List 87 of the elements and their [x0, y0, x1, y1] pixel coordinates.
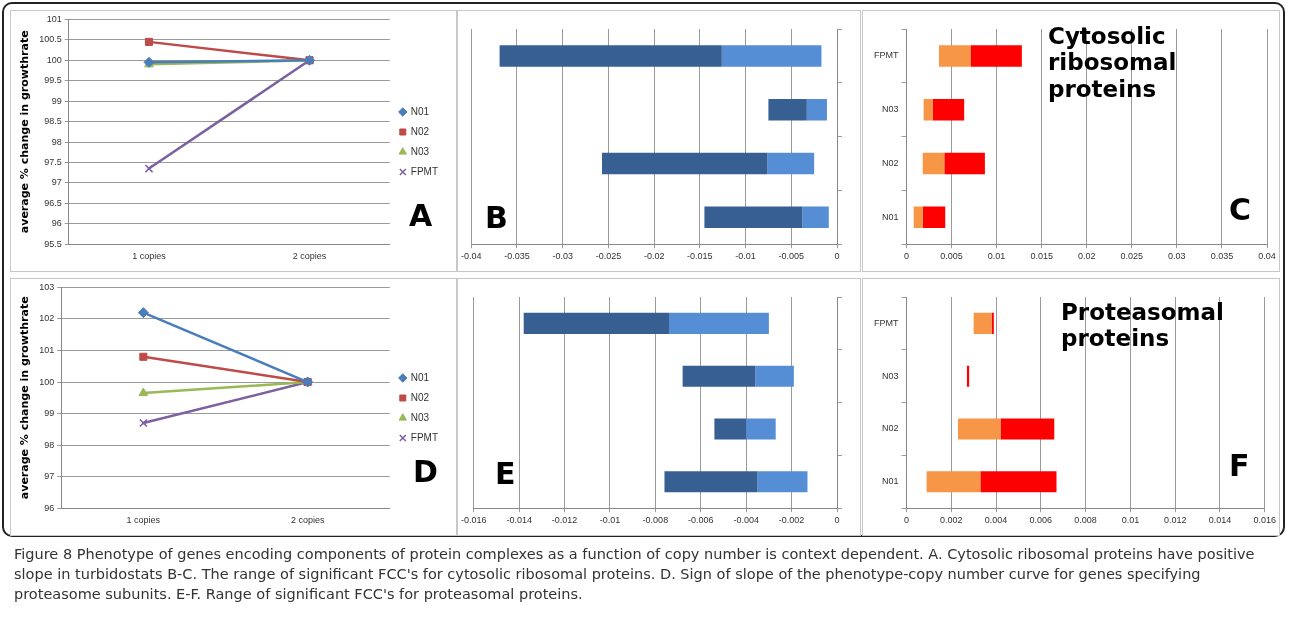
annotation: B: [485, 200, 508, 236]
x-tick-label: 0: [903, 251, 909, 262]
x-tick-label: -0.02: [643, 251, 665, 262]
y-tick-label: 103: [39, 281, 55, 292]
y-tick-label: 96: [51, 218, 62, 229]
annotation: Proteasomal proteins: [1061, 299, 1225, 352]
x-tick-label: 0.005: [940, 251, 963, 262]
x-tick-label: -0.008: [642, 515, 669, 526]
x-tick-label: 2 copies: [290, 515, 325, 526]
x-tick-label: -0.01: [599, 515, 621, 526]
x-tick-label: -0.04: [461, 251, 482, 262]
x-tick-label: 0.03: [1168, 251, 1186, 262]
x-tick-label: 1 copies: [126, 515, 161, 526]
y-tick-label: 99: [51, 95, 62, 106]
x-tick-label: 0.002: [940, 515, 963, 526]
y-tick-label: 97: [44, 471, 55, 482]
caption: Figure 8 Phenotype of genes encoding components of protein complexes as a function of copy number is context dependent. A. Cytosolic ribosomal proteins have positive slope in turbidostats B-C. The range of significant FCC's for cytosolic ribosomal proteins. D. Sign of slope of the phenotype-copy number curve for genes specifying proteasome subunits. E-F. Range of significant FCC's for proteasomal proteins.: [14, 545, 1256, 604]
text: D: [413, 454, 438, 490]
x-tick-label: 0.01: [1121, 515, 1140, 526]
x-tick-label: 0: [903, 515, 909, 526]
legend-label: N01: [410, 371, 430, 383]
x-tick-label: 0.035: [1210, 251, 1234, 262]
x-tick-label: 0.02: [1077, 251, 1096, 262]
y-tick-label: N03: [881, 370, 899, 381]
legend-label: N03: [410, 411, 430, 423]
y-tick-label: N02: [881, 423, 899, 434]
x-tick-label: -0.035: [504, 251, 530, 262]
y-tick-label: 97.5: [44, 156, 62, 167]
annotation: F: [1229, 448, 1250, 484]
y-tick-label: N02: [881, 157, 899, 168]
annotation: C: [1229, 192, 1252, 228]
y-tick-label: 95.5: [44, 238, 62, 249]
x-tick-label: -0.01: [735, 251, 756, 262]
y-tick-label: FPMT: [874, 317, 899, 328]
y-tick-label: 96: [44, 502, 55, 513]
x-tick-label: -0.012: [551, 515, 578, 526]
y-tick-label: 102: [39, 313, 55, 324]
x-tick-label: 0.012: [1163, 515, 1187, 526]
x-tick-label: 0.025: [1120, 251, 1144, 262]
y-tick-label: 98.5: [44, 116, 62, 127]
legend-label: FPMT: [410, 431, 438, 443]
x-tick-label: 0: [834, 251, 840, 262]
y-tick-label: N03: [881, 104, 899, 115]
y-axis-title: average % change in growthrate: [18, 30, 32, 234]
y-tick-label: 96.5: [44, 197, 62, 208]
x-tick-label: 0.006: [1029, 515, 1053, 526]
y-axis-title: average % change in growthrate: [18, 296, 32, 500]
y-tick-label: 97: [51, 177, 62, 188]
text: A: [409, 198, 433, 234]
y-tick-label: 99.5: [44, 75, 62, 86]
x-tick-label: -0.004: [733, 515, 759, 526]
x-tick-label: -0.025: [595, 251, 622, 262]
x-tick-label: -0.002: [778, 515, 805, 526]
y-tick-label: 100: [39, 376, 55, 387]
legend-label: N02: [410, 125, 430, 137]
y-tick-label: 101: [46, 13, 62, 24]
x-tick-label: 0.016: [1253, 515, 1276, 526]
y-tick-label: N01: [881, 476, 899, 487]
legend-label: FPMT: [410, 165, 438, 177]
y-tick-label: 99: [44, 408, 55, 419]
x-tick-label: 0.014: [1208, 515, 1232, 526]
y-tick-label: N01: [881, 211, 899, 222]
x-tick-label: 0: [834, 515, 840, 526]
x-tick-label: -0.014: [506, 515, 532, 526]
legend-label: N03: [410, 145, 430, 157]
x-tick-label: 2 copies: [292, 251, 327, 262]
annotation: Cytosolic ribosomal proteins: [1048, 23, 1178, 103]
x-tick-label: -0.015: [687, 251, 713, 262]
y-tick-label: 98: [51, 136, 62, 147]
legend-label: N02: [410, 391, 430, 403]
x-tick-label: 0.008: [1074, 515, 1097, 526]
x-tick-label: 0.04: [1258, 251, 1276, 262]
x-tick-label: 0.004: [984, 515, 1008, 526]
annotation: E: [495, 456, 516, 492]
legend-label: N01: [410, 105, 430, 117]
x-tick-label: -0.006: [688, 515, 714, 526]
y-tick-label: 100: [46, 54, 62, 65]
x-tick-label: -0.03: [552, 251, 573, 262]
x-tick-label: -0.005: [778, 251, 805, 262]
x-tick-label: 0.015: [1030, 251, 1053, 262]
y-tick-label: 101: [39, 344, 55, 355]
y-tick-label: 98: [44, 439, 55, 450]
y-tick-label: FPMT: [874, 50, 899, 61]
x-tick-label: 1 copies: [132, 251, 167, 262]
x-tick-label: -0.016: [460, 515, 487, 526]
x-tick-label: 0.01: [987, 251, 1006, 262]
y-tick-label: 100.5: [39, 34, 62, 45]
